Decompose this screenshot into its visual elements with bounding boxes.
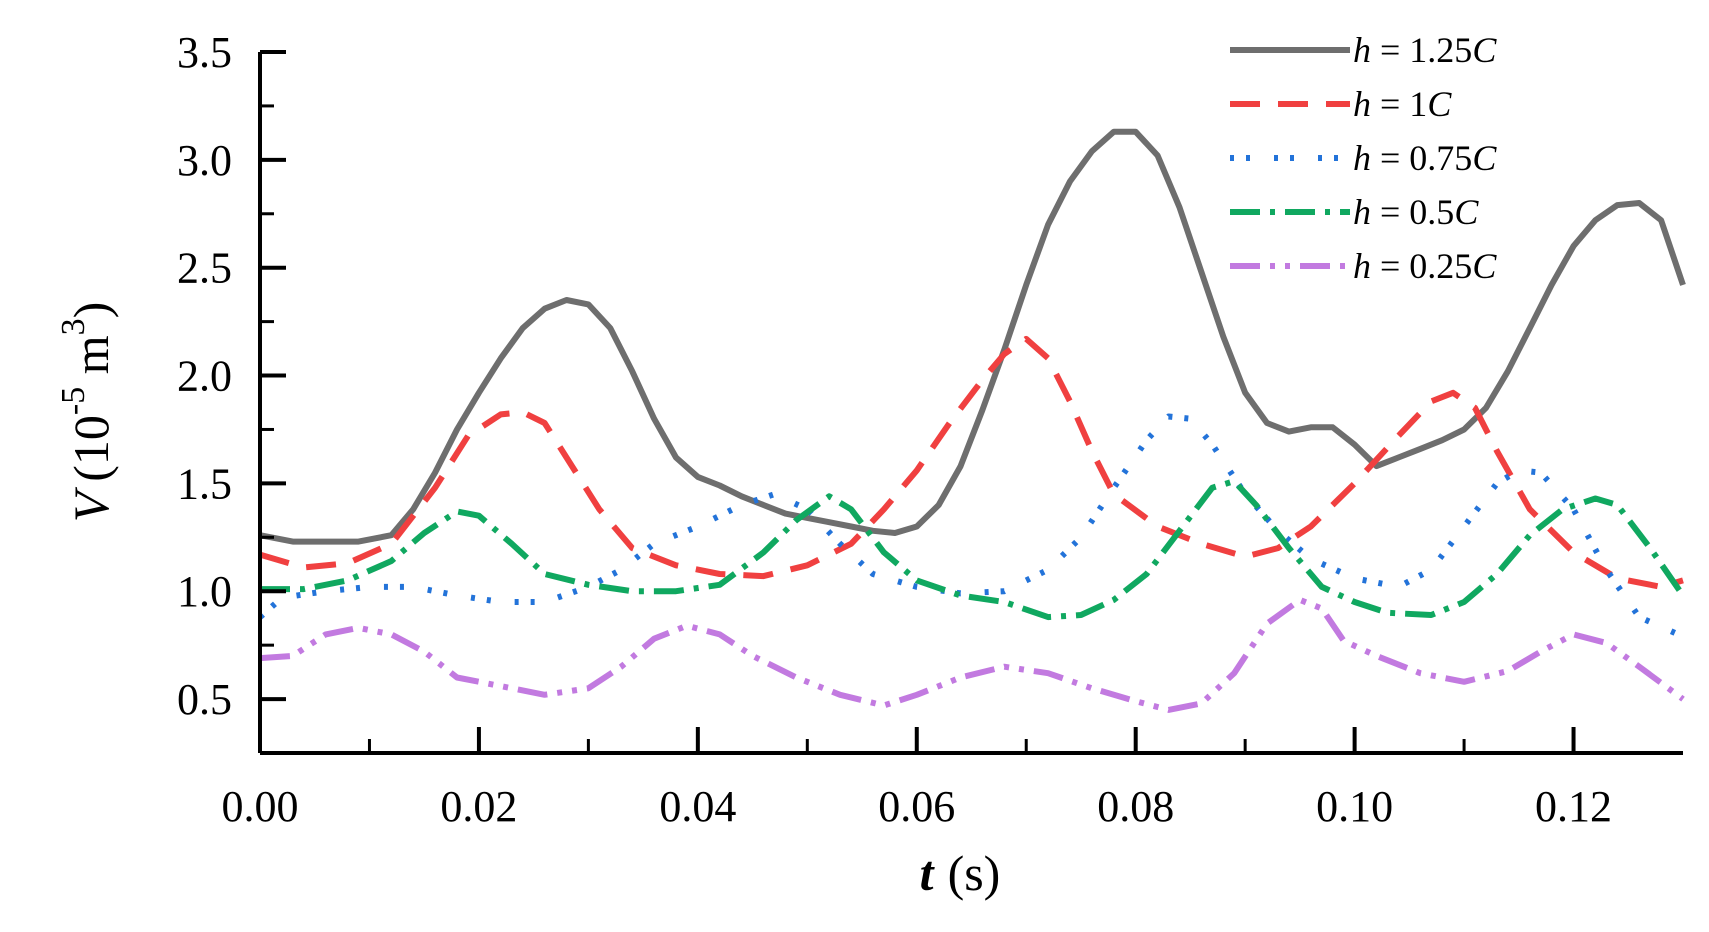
series-line-5 bbox=[259, 596, 1685, 713]
y-tick-label: 3.5 bbox=[177, 28, 232, 77]
y-axis-exponent-2: 3 bbox=[55, 318, 92, 335]
x-tick-label: 0.00 bbox=[222, 782, 299, 831]
x-tick-label: 0.12 bbox=[1535, 782, 1612, 831]
legend-label-5: h = 0.25C bbox=[1353, 246, 1497, 286]
x-axis-title: t (s) bbox=[920, 845, 1001, 901]
x-axis-variable: t bbox=[920, 845, 936, 901]
x-tick-label: 0.02 bbox=[440, 782, 517, 831]
y-tick-label: 2.0 bbox=[177, 352, 232, 401]
y-tick-label: 3.0 bbox=[177, 136, 232, 185]
series-layer bbox=[258, 128, 1686, 713]
x-tick-label: 0.10 bbox=[1316, 782, 1393, 831]
legend: h = 1.25C h = 1C h = 0.75C h = 0.5C h = 0.25… bbox=[1230, 30, 1497, 286]
y-tick-label: 2.5 bbox=[177, 244, 232, 293]
x-tick-label: 0.06 bbox=[878, 782, 955, 831]
x-axis-unit: (s) bbox=[948, 845, 1001, 901]
legend-label-1: h = 1.25C bbox=[1353, 30, 1497, 70]
y-axis-exponent-1: -5 bbox=[55, 387, 92, 415]
series-line-1 bbox=[259, 128, 1686, 545]
y-axis-title-group: V (10-5 m3) bbox=[55, 302, 119, 523]
y-axis-unit-m: m bbox=[63, 335, 119, 387]
legend-label-3: h = 0.75C bbox=[1353, 138, 1497, 178]
y-tick-label: 1.0 bbox=[177, 567, 232, 616]
x-tick-label: 0.08 bbox=[1097, 782, 1174, 831]
y-axis-title: V (10-5 m3) bbox=[55, 302, 119, 523]
series-line-2 bbox=[259, 335, 1684, 590]
legend-label-2: h = 1C bbox=[1353, 84, 1452, 124]
x-tick-label: 0.04 bbox=[659, 782, 736, 831]
axes: 0.5 1.0 1.5 2.0 2.5 3.0 3.5 0.00 0.02 0.04 0.06 0.0… bbox=[177, 28, 1683, 831]
series-line-3 bbox=[258, 413, 1685, 640]
y-tick-label: 1.5 bbox=[177, 459, 232, 508]
legend-label-4: h = 0.5C bbox=[1353, 192, 1479, 232]
y-tick-label: 0.5 bbox=[177, 675, 232, 724]
y-axis-unit-close: ) bbox=[63, 302, 119, 319]
y-axis-variable: V bbox=[63, 486, 119, 522]
series-line-4 bbox=[260, 478, 1686, 621]
y-axis-unit-open: (10 bbox=[63, 415, 119, 482]
